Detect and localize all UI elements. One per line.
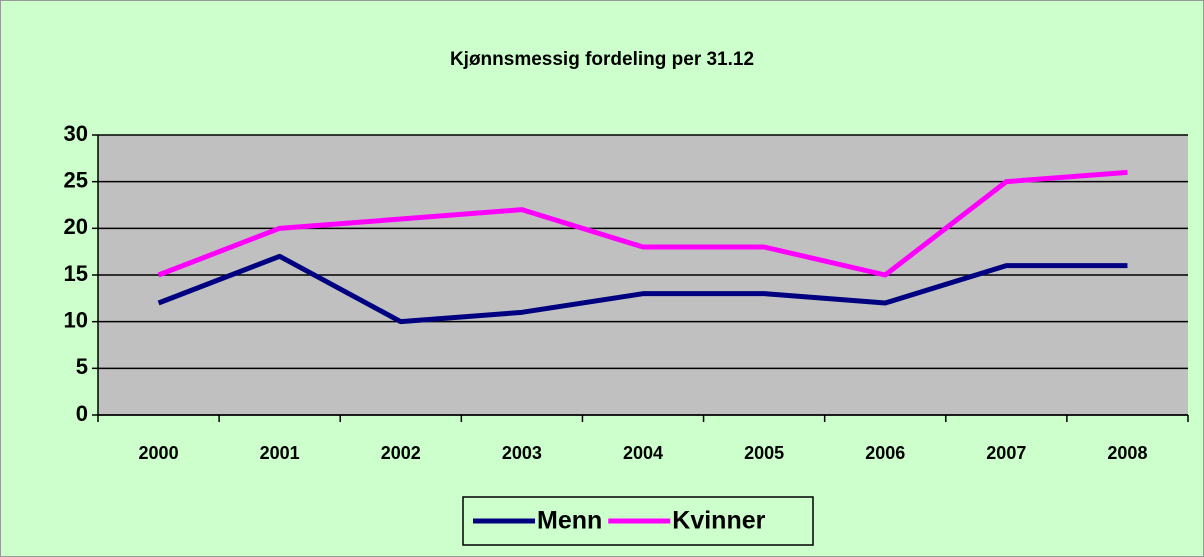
x-tick-label: 2001: [260, 443, 300, 463]
x-tick-label: 2000: [139, 443, 179, 463]
series-line: [157, 169, 1128, 278]
y-tick-label: 20: [64, 214, 88, 239]
y-tick-label: 15: [64, 261, 88, 286]
series-line: [157, 253, 1128, 325]
y-tick-label: 30: [64, 121, 88, 146]
x-tick-label: 2003: [502, 443, 542, 463]
y-tick-label: 0: [76, 401, 88, 426]
x-tick-label: 2002: [381, 443, 421, 463]
x-tick-label: 2006: [865, 443, 905, 463]
chart-title: Kjønnsmessig fordeling per 31.12: [450, 49, 754, 70]
y-tick-label: 10: [64, 307, 88, 332]
x-tick-label: 2008: [1107, 443, 1147, 463]
legend-label: Menn: [537, 507, 602, 535]
y-tick-label: 25: [64, 167, 88, 192]
x-tick-label: 2005: [744, 443, 784, 463]
legend-label: Kvinner: [672, 507, 765, 535]
y-tick-label: 5: [76, 354, 88, 379]
x-tick-label: 2007: [986, 443, 1026, 463]
x-tick-label: 2004: [623, 443, 663, 463]
